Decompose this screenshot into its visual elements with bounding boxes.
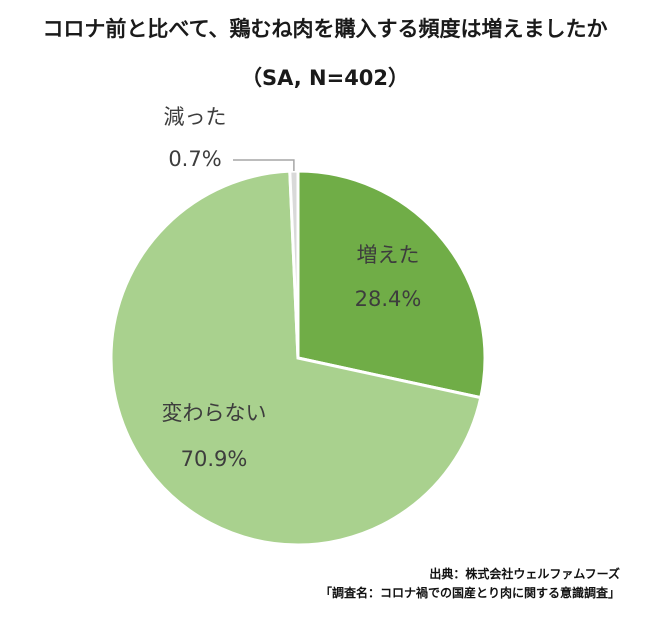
chart-title: コロナ前と比べて、鶏むね肉を購入する頻度は増えましたか — [42, 17, 608, 41]
slice-label-2: 減った — [164, 105, 227, 129]
pie-slice-0 — [296, 169, 487, 400]
pie-slice-2 — [288, 169, 300, 359]
source-credit: 出典：株式会社ウェルファムフーズ — [429, 567, 620, 581]
slice-value-1: 70.9% — [181, 447, 248, 471]
survey-name: 「調査名：コロナ禍での国産とり肉に関する意識調査」 — [319, 586, 620, 600]
slice-label-0: 増えた — [357, 243, 420, 267]
slice-value-0: 28.4% — [355, 287, 422, 311]
slice-value-2: 0.7% — [168, 147, 221, 171]
chart-subtitle: （SA, N=402） — [240, 66, 410, 90]
pie-slice-1 — [109, 169, 483, 547]
leader-line — [233, 159, 295, 172]
slice-label-1: 変わらない — [162, 401, 267, 425]
